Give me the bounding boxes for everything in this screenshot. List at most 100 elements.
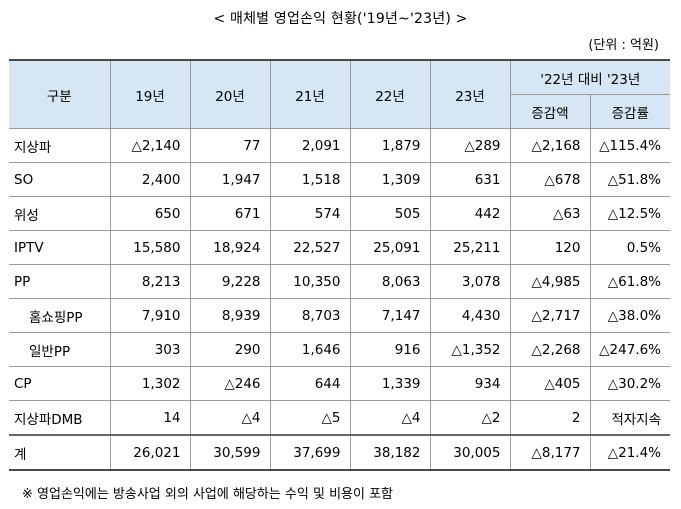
- cell-value: 8,213: [109, 264, 191, 299]
- row-category: SO: [9, 162, 111, 197]
- cell-value: 671: [189, 196, 271, 231]
- cell-change-rate: △61.8%: [589, 264, 671, 299]
- cell-change-rate: △247.6%: [589, 332, 671, 367]
- operating-profit-table: 구분 19년 20년 21년 22년 23년 '22년 대비 '23년 증감액 …: [9, 59, 671, 471]
- row-category: 지상파DMB: [9, 400, 111, 436]
- table-title: < 매체별 영업손익 현황('19년~'23년) >: [213, 11, 468, 27]
- cell-value: 9,228: [189, 264, 271, 299]
- cell-value: 26,021: [109, 434, 191, 471]
- footnote: ※ 영업손익에는 방송사업 외의 사업에 해당하는 수익 및 비용이 포함: [22, 487, 394, 502]
- cell-change-amount: △2,168: [509, 128, 591, 163]
- header-change-rate: 증감률: [589, 94, 671, 129]
- row-category: 일반PP: [9, 332, 111, 367]
- cell-change-rate: △12.5%: [589, 196, 671, 231]
- table-row: 지상파DMB 14 △4 △5 △4 △2 2 적자지속: [9, 400, 671, 436]
- cell-value: 7,147: [349, 298, 431, 333]
- cell-value: △2,140: [109, 128, 191, 163]
- cell-value: 1,339: [349, 366, 431, 401]
- cell-value: 8,939: [189, 298, 271, 333]
- cell-value: 10,350: [269, 264, 351, 299]
- table-body: 지상파 △2,140 77 2,091 1,879 △289 △2,168 △115.4% SO…: [9, 128, 671, 471]
- cell-value: 37,699: [269, 434, 351, 471]
- cell-value: 18,924: [189, 230, 271, 265]
- header-comparison: '22년 대비 '23년: [509, 59, 671, 95]
- cell-value: 22,527: [269, 230, 351, 265]
- cell-change-amount: △63: [509, 196, 591, 231]
- cell-change-amount: △4,985: [509, 264, 591, 299]
- cell-value: 916: [349, 332, 431, 367]
- cell-change-amount: △678: [509, 162, 591, 197]
- header-year-19: 19년: [109, 59, 191, 129]
- row-category: PP: [9, 264, 111, 299]
- table-row: SO 2,400 1,947 1,518 1,309 631 △678 △51.8%: [9, 162, 671, 197]
- cell-value: 505: [349, 196, 431, 231]
- cell-value: 1,947: [189, 162, 271, 197]
- cell-value: 1,518: [269, 162, 351, 197]
- cell-change-rate: △21.4%: [589, 434, 671, 471]
- cell-value: 2,091: [269, 128, 351, 163]
- header-change-amount: 증감액: [510, 94, 591, 129]
- cell-value: 1,302: [109, 366, 191, 401]
- header-year-21: 21년: [269, 59, 351, 129]
- cell-value: 3,078: [429, 264, 511, 299]
- cell-change-rate: 0.5%: [589, 230, 671, 265]
- cell-value: 644: [269, 366, 351, 401]
- cell-value: 1,646: [269, 332, 351, 367]
- cell-value: 2,400: [109, 162, 191, 197]
- row-category: CP: [9, 366, 111, 401]
- header-category: 구분: [9, 59, 111, 129]
- cell-change-amount: △2,717: [509, 298, 591, 333]
- cell-change-rate: △115.4%: [589, 128, 671, 163]
- cell-value: 934: [429, 366, 511, 401]
- cell-value: 1,879: [349, 128, 431, 163]
- table-row: PP 8,213 9,228 10,350 8,063 3,078 △4,985 △61.8%: [9, 264, 671, 299]
- row-category: 홈쇼핑PP: [9, 298, 111, 333]
- cell-value: △4: [189, 400, 271, 436]
- cell-change-amount: △8,177: [509, 434, 591, 471]
- cell-value: △1,352: [429, 332, 511, 367]
- cell-change-amount: △405: [509, 366, 591, 401]
- header-year-20: 20년: [189, 59, 271, 129]
- row-category: IPTV: [9, 230, 111, 265]
- table-row: CP 1,302 △246 644 1,339 934 △405 △30.2%: [9, 366, 671, 401]
- cell-change-rate: △38.0%: [589, 298, 671, 333]
- cell-value: 14: [109, 400, 191, 436]
- cell-value: 650: [109, 196, 191, 231]
- cell-value: 30,599: [189, 434, 271, 471]
- total-row: 계 26,021 30,599 37,699 38,182 30,005 △8,177 △21…: [9, 434, 671, 471]
- cell-value: 8,063: [349, 264, 431, 299]
- cell-value: 38,182: [349, 434, 431, 471]
- table-row: IPTV 15,580 18,924 22,527 25,091 25,211 120 0.5…: [9, 230, 671, 265]
- cell-value: 442: [429, 196, 511, 231]
- cell-value: △289: [429, 128, 511, 163]
- cell-change-amount: △2,268: [509, 332, 591, 367]
- cell-value: 8,703: [269, 298, 351, 333]
- cell-value: △5: [269, 400, 351, 436]
- cell-value: 631: [429, 162, 511, 197]
- cell-value: 290: [189, 332, 271, 367]
- cell-value: 25,091: [349, 230, 431, 265]
- cell-value: 303: [109, 332, 191, 367]
- table-row: 위성 650 671 574 505 442 △63 △12.5%: [9, 196, 671, 231]
- cell-change-rate: △51.8%: [589, 162, 671, 197]
- cell-value: 25,211: [429, 230, 511, 265]
- row-category: 계: [9, 434, 111, 471]
- cell-change-amount: 120: [509, 230, 591, 265]
- row-category: 지상파: [9, 128, 111, 163]
- header-year-22: 22년: [349, 59, 431, 129]
- cell-change-amount: 2: [509, 400, 591, 436]
- header-year-23: 23년: [429, 59, 511, 129]
- cell-value: 574: [269, 196, 351, 231]
- cell-value: △4: [349, 400, 431, 436]
- cell-value: △2: [429, 400, 511, 436]
- cell-value: 30,005: [429, 434, 511, 471]
- cell-value: 15,580: [109, 230, 191, 265]
- cell-change-rate: 적자지속: [589, 400, 671, 436]
- cell-value: 1,309: [349, 162, 431, 197]
- cell-value: 4,430: [429, 298, 511, 333]
- cell-value: 77: [189, 128, 271, 163]
- cell-value: 7,910: [109, 298, 191, 333]
- unit-label: (단위 : 억원): [588, 38, 659, 53]
- table-row: 지상파 △2,140 77 2,091 1,879 △289 △2,168 △115.4%: [9, 128, 671, 163]
- cell-change-rate: △30.2%: [589, 366, 671, 401]
